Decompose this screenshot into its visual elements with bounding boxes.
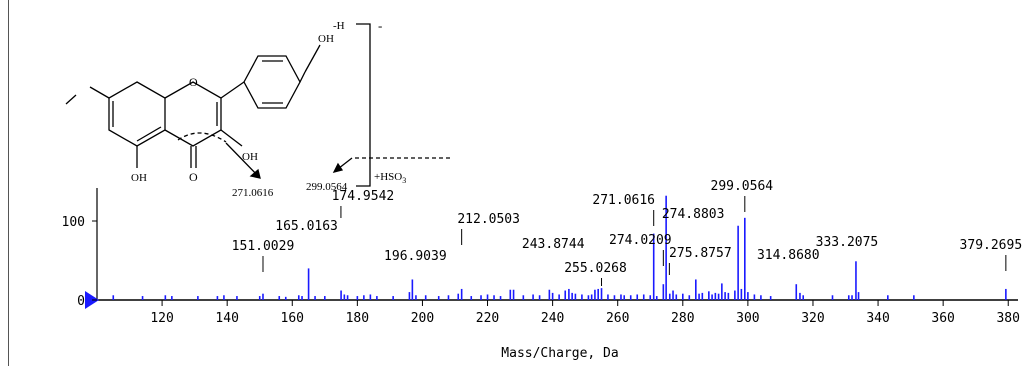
molecule-structure bbox=[65, 23, 450, 187]
charge-bracket bbox=[356, 23, 371, 187]
cleavage-arc bbox=[177, 132, 227, 143]
label-oh-top: OH bbox=[318, 33, 334, 45]
peak-label: 299.0564 bbox=[711, 179, 774, 194]
arrow-271 bbox=[225, 142, 261, 179]
peak-label: 274.8803 bbox=[662, 207, 725, 222]
x-tick-label: 260 bbox=[606, 311, 629, 326]
x-ticks: 120 140 160 180 200 220 240 260 280 300 320 340 360 3… bbox=[150, 300, 1020, 326]
left-border-line bbox=[8, 0, 9, 366]
x-axis-label: Mass/Charge, Da bbox=[501, 346, 618, 361]
ring-c bbox=[164, 81, 222, 147]
x-tick-label: 160 bbox=[281, 311, 304, 326]
peak-label: 274.0209 bbox=[609, 233, 672, 248]
spectrum-bars bbox=[112, 195, 1007, 300]
y-tick-label: 0 bbox=[77, 294, 85, 309]
x-tick-label: 140 bbox=[215, 311, 238, 326]
peak-label: 212.0503 bbox=[457, 212, 520, 227]
peak-label: 174.9542 bbox=[332, 189, 395, 204]
peak-label: 314.8680 bbox=[757, 248, 820, 263]
label-oh-5: OH bbox=[131, 172, 147, 184]
peak-label: 165.0163 bbox=[275, 219, 338, 234]
peak-label: 333.2075 bbox=[816, 235, 879, 250]
peak-label: 379.2695 bbox=[960, 238, 1023, 253]
x-tick-label: 220 bbox=[476, 311, 499, 326]
x-tick-label: 300 bbox=[736, 311, 759, 326]
y-tick-label: 100 bbox=[62, 215, 85, 230]
x-tick-label: 360 bbox=[931, 311, 954, 326]
label-oh-3: OH bbox=[242, 151, 258, 163]
label-minus-h: -H bbox=[333, 20, 345, 32]
peak-label: 196.9039 bbox=[384, 249, 447, 264]
x-tick-label: 180 bbox=[346, 311, 369, 326]
label-frag-299: 299.0564 bbox=[306, 181, 348, 193]
peak-label: 255.0268 bbox=[564, 261, 627, 276]
x-tick-label: 380 bbox=[996, 311, 1019, 326]
x-tick-label: 340 bbox=[866, 311, 889, 326]
label-o-ring: O bbox=[189, 75, 198, 89]
label-o-carbonyl: O bbox=[189, 170, 198, 184]
peak-label: 271.0616 bbox=[592, 193, 655, 208]
peak-label: 275.8757 bbox=[669, 246, 732, 261]
x-tick-label: 240 bbox=[541, 311, 564, 326]
x-tick-label: 320 bbox=[801, 311, 824, 326]
x-tick-label: 280 bbox=[671, 311, 694, 326]
peak-label: 151.0029 bbox=[232, 239, 295, 254]
label-hso3: +HSO3 bbox=[374, 171, 406, 185]
x-tick-label: 200 bbox=[411, 311, 434, 326]
label-charge: - bbox=[378, 18, 382, 33]
peak-labels: 151.0029 165.0163 174.9542 196.9039 212.0503… bbox=[232, 179, 1022, 286]
x-tick-label: 120 bbox=[150, 311, 173, 326]
ring-b bbox=[243, 55, 301, 109]
ring-a bbox=[108, 81, 166, 147]
molecule-labels: OH -H - O OH OH O 271.0616 299.0564 +HSO… bbox=[131, 18, 406, 199]
label-frag-271: 271.0616 bbox=[232, 187, 274, 199]
peak-label: 243.8744 bbox=[522, 237, 585, 252]
y-ticks: 0 100 bbox=[62, 215, 97, 309]
